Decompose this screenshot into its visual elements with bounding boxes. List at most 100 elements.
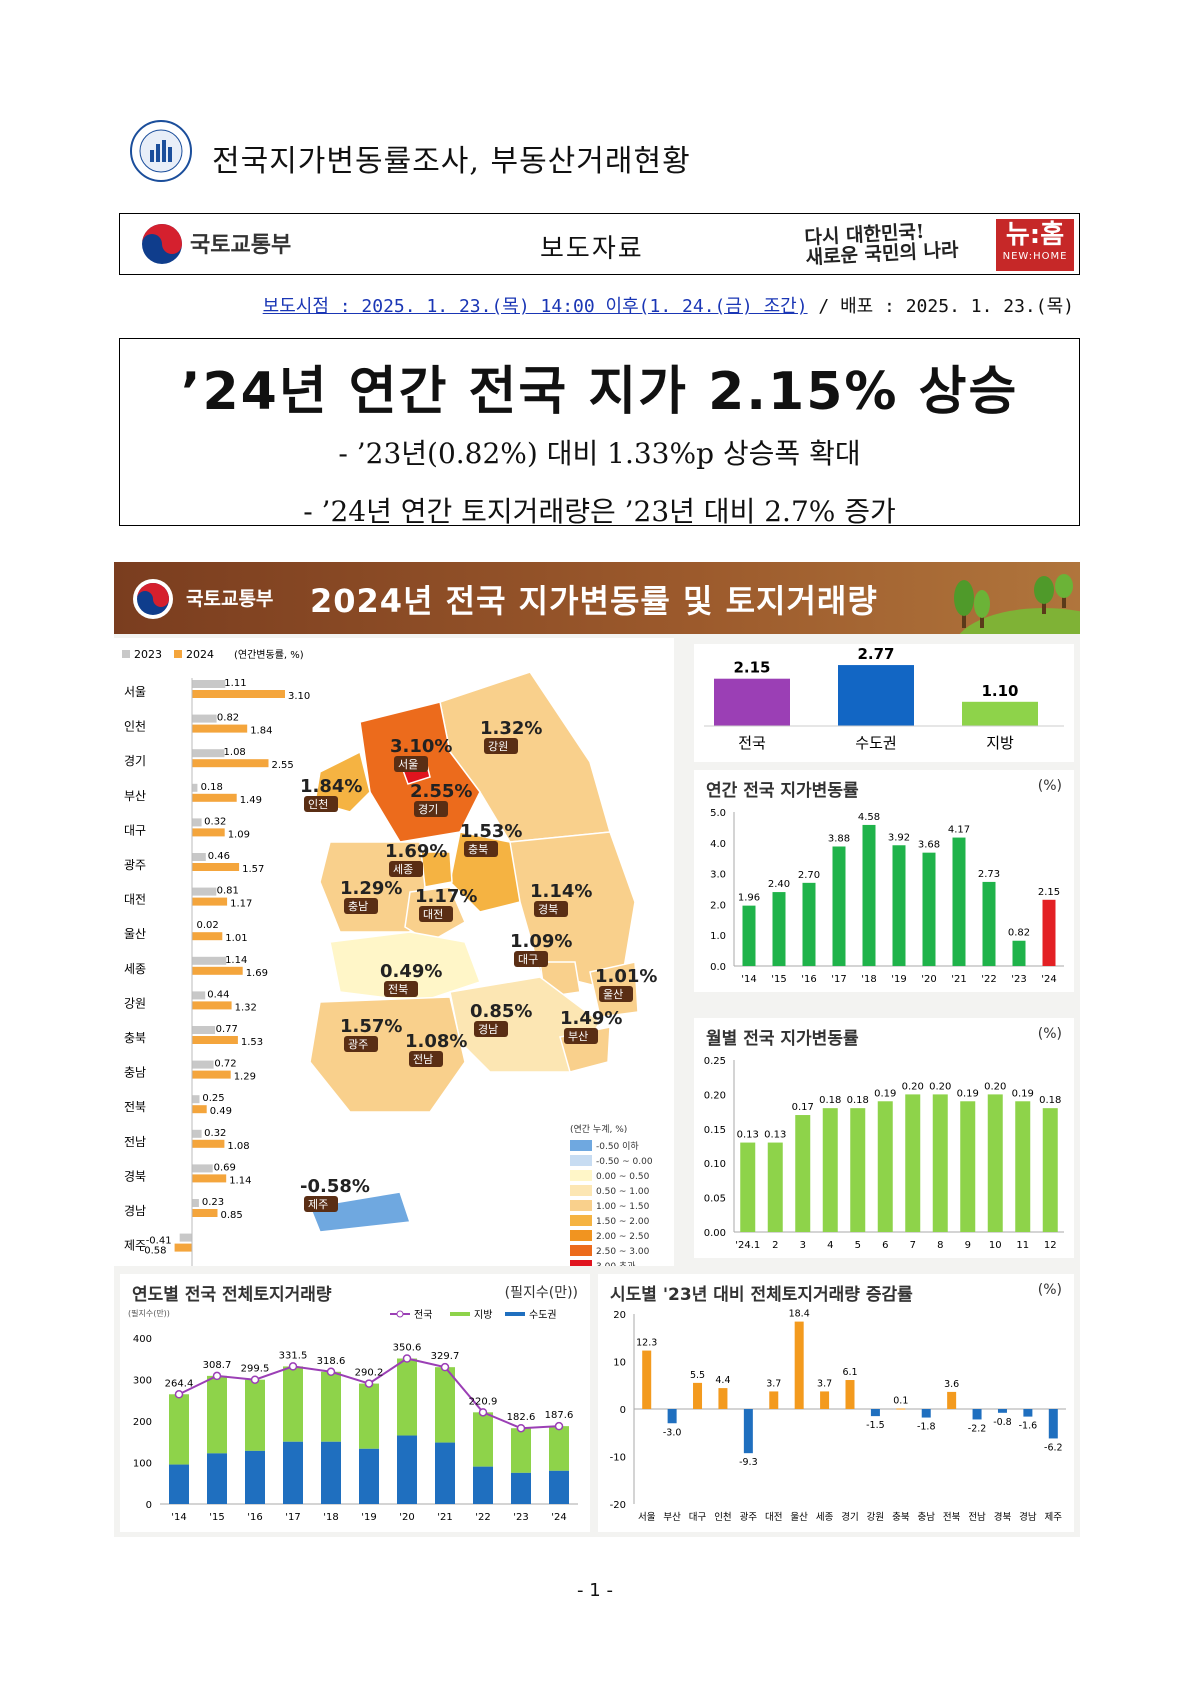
legend-swatch-2024 — [174, 650, 182, 658]
land-volume-chart: (필지수(만)) 전국 지방 수도권 0 100 200 300 400 '14 '15 '16 '17… — [128, 1308, 578, 1523]
national-point — [478, 1408, 488, 1417]
bar — [767, 1142, 783, 1232]
annual-rate-chart: 0.0 1.0 2.0 3.0 4.0 5.0 1.96 '14 2.40 '15 2.70 '16 3… — [710, 808, 1064, 985]
national-value-label: 331.5 — [279, 1350, 308, 1361]
map-legend-swatch — [570, 1230, 592, 1241]
change-bar — [1048, 1409, 1058, 1439]
monthly-rate-panel: 월별 전국 지가변동률 (%) 0.00 0.05 0.10 0.15 0.20 0.25… — [694, 1018, 1074, 1258]
change-bar — [667, 1409, 677, 1424]
change-value-label: -1.6 — [1019, 1421, 1038, 1432]
bar-capital — [549, 1470, 569, 1504]
x-tick-label: '14 — [171, 1512, 186, 1523]
bar-provinces — [359, 1383, 379, 1449]
value-2023: 0.02 — [197, 920, 219, 931]
map-region-value: 1.14% — [530, 881, 592, 902]
bar — [1015, 1101, 1031, 1232]
banner-org: 국토교통부 — [186, 588, 274, 610]
map-region-name: 울산 — [603, 988, 623, 1001]
national-point — [250, 1375, 260, 1384]
region-label: 경북 — [124, 1169, 146, 1183]
x-tick-label: '16 — [801, 974, 816, 985]
map-region-value: 1.29% — [340, 878, 402, 899]
value-2023: 0.18 — [201, 782, 223, 793]
national-point — [326, 1367, 336, 1377]
newhome-logo-text: 뉴:홈 — [1005, 220, 1065, 250]
x-tick-label: 강원 — [867, 1512, 884, 1523]
bar-value-label: 3.88 — [828, 833, 850, 844]
region-label: 경남 — [124, 1204, 146, 1218]
bar-2024 — [192, 932, 223, 941]
national-value-label: 308.7 — [203, 1360, 232, 1371]
change-value-label: 3.7 — [817, 1378, 832, 1389]
change-bar — [718, 1388, 728, 1409]
map-region-value: 1.17% — [415, 886, 477, 907]
map-region — [329, 931, 481, 1003]
bar-provinces — [511, 1428, 531, 1473]
region-label: 충북 — [124, 1031, 146, 1045]
national-value-label: 182.6 — [507, 1412, 536, 1423]
bar-value-label: 0.20 — [902, 1081, 924, 1092]
legend-swatch-2023 — [122, 650, 130, 658]
x-tick-label: 세종 — [816, 1512, 834, 1523]
change-value-label: -1.5 — [866, 1420, 885, 1431]
national-value-label: 264.4 — [165, 1378, 194, 1389]
x-tick-label: 6 — [882, 1240, 888, 1251]
bar-value-label: 1.96 — [738, 893, 760, 904]
value-2024: 3.10 — [288, 691, 310, 702]
land-volume-panel: 연도별 전국 전체토지거래량 (필지수(만)) (필지수(만)) 전국 지방 수도권 0… — [120, 1274, 590, 1532]
newhome-logo-subtext: NEW:HOME — [1002, 251, 1068, 262]
bar-value-label: 0.17 — [792, 1102, 814, 1113]
region-label: 인천 — [124, 719, 146, 734]
x-tick-label: '24.1 — [735, 1240, 760, 1251]
bar-2023 — [192, 991, 206, 1000]
x-tick-label: 경남 — [1019, 1511, 1037, 1523]
national-point — [174, 1390, 184, 1399]
x-tick-label: '18 — [323, 1512, 338, 1523]
national-point — [212, 1371, 222, 1381]
bar-value-label: 0.19 — [874, 1088, 896, 1099]
x-tick-label: 12 — [1044, 1240, 1057, 1251]
bar — [922, 852, 936, 966]
change-bar — [820, 1391, 830, 1409]
value-2023: 0.44 — [207, 989, 229, 1000]
map-region-name: 경북 — [538, 903, 558, 916]
map-region-name: 전북 — [388, 983, 408, 996]
y-tick-label: 2.0 — [710, 900, 726, 911]
bar-provinces — [245, 1379, 265, 1451]
volume-y-unit: (필지수(만)) — [128, 1308, 170, 1318]
x-tick-label: 11 — [1016, 1240, 1029, 1251]
y-tick-label: -10 — [610, 1453, 626, 1464]
map-legend-title: (연간 누계, %) — [570, 1123, 627, 1135]
map-region-value: 1.84% — [300, 776, 362, 797]
x-tick-label: '15 — [771, 974, 786, 985]
map-legend-label: 1.00 ~ 1.50 — [596, 1202, 650, 1212]
bar-value-label: 0.19 — [957, 1088, 979, 1099]
value-2023: 1.11 — [224, 678, 246, 689]
headline-box: ’24년 연간 전국 지가 2.15% 상승 - ’23년(0.82%) 대비 … — [119, 338, 1080, 528]
legend-label-provinces: 지방 — [474, 1309, 492, 1321]
x-tick-label: '19 — [891, 974, 906, 985]
national-value-label: 220.9 — [469, 1396, 498, 1407]
value-2023: 1.08 — [224, 747, 246, 758]
change-value-label: 3.6 — [944, 1379, 959, 1390]
bar-value-label: 3.68 — [918, 840, 940, 851]
distribution-date: / 배포 : 2025. 1. 23.(목) — [807, 296, 1074, 317]
bar — [932, 1094, 948, 1232]
bar — [892, 845, 906, 966]
bar-2024 — [192, 759, 269, 768]
bar-value-label: 0.19 — [1012, 1088, 1034, 1099]
map-region-value: 3.10% — [390, 736, 452, 757]
bar-2023 — [192, 1060, 214, 1069]
press-release-label: 보도자료 — [540, 234, 644, 264]
bar-value-label: 0.13 — [764, 1130, 786, 1141]
summary-bar — [962, 701, 1038, 726]
bar-2024 — [192, 690, 285, 698]
x-tick-label: 8 — [937, 1240, 943, 1251]
bar — [1042, 1108, 1058, 1232]
bar-value-label: 0.82 — [1008, 928, 1030, 939]
map-region-tag — [534, 901, 568, 917]
map-legend-label: -0.50 이하 — [596, 1141, 639, 1152]
value-2024: 2.55 — [272, 760, 294, 771]
ministry-name: 국토교통부 — [190, 233, 291, 258]
bar — [905, 1094, 921, 1232]
